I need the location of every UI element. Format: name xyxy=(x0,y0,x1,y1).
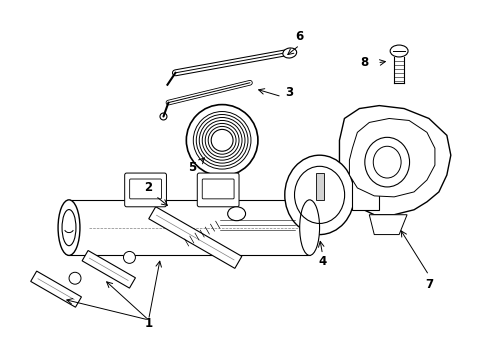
Ellipse shape xyxy=(211,129,233,151)
Ellipse shape xyxy=(283,48,296,58)
Text: 6: 6 xyxy=(295,30,304,42)
Text: 7: 7 xyxy=(425,278,433,291)
Ellipse shape xyxy=(123,251,135,264)
Polygon shape xyxy=(369,215,407,235)
Polygon shape xyxy=(340,105,451,215)
Ellipse shape xyxy=(300,200,319,255)
Polygon shape xyxy=(31,271,81,307)
Text: 4: 4 xyxy=(318,255,327,268)
Ellipse shape xyxy=(390,45,408,57)
Ellipse shape xyxy=(58,200,80,255)
Text: 1: 1 xyxy=(145,318,152,330)
Text: 8: 8 xyxy=(360,57,368,69)
Polygon shape xyxy=(349,118,435,197)
Ellipse shape xyxy=(186,105,258,176)
Ellipse shape xyxy=(69,272,81,284)
FancyBboxPatch shape xyxy=(197,173,239,207)
Polygon shape xyxy=(316,173,323,200)
Ellipse shape xyxy=(285,155,354,235)
FancyBboxPatch shape xyxy=(130,179,162,199)
Text: 5: 5 xyxy=(188,161,196,174)
FancyBboxPatch shape xyxy=(69,200,310,255)
Ellipse shape xyxy=(228,207,245,221)
Text: 3: 3 xyxy=(286,86,294,99)
Polygon shape xyxy=(149,207,242,268)
FancyBboxPatch shape xyxy=(124,173,167,207)
Polygon shape xyxy=(82,251,135,288)
FancyBboxPatch shape xyxy=(202,179,234,199)
Polygon shape xyxy=(352,180,379,210)
Text: 2: 2 xyxy=(145,181,152,194)
